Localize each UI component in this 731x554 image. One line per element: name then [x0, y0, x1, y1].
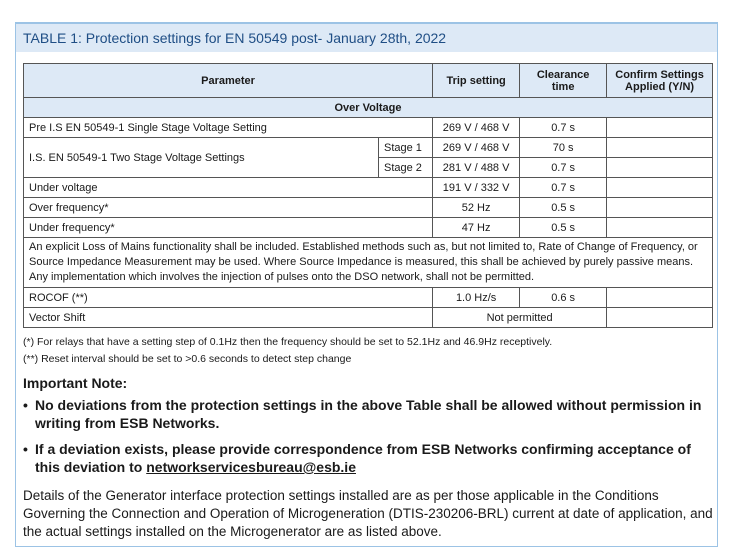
cell — [606, 137, 713, 158]
cell: 0.7 s — [519, 117, 608, 138]
cell: 0.5 s — [519, 217, 608, 238]
document: TABLE 1: Protection settings for EN 5054… — [15, 22, 718, 547]
column-header: Confirm Settings Applied (Y/N) — [606, 63, 713, 98]
cell: 0.7 s — [519, 177, 608, 198]
cell: 1.0 Hz/s — [432, 287, 521, 308]
cell — [606, 307, 713, 328]
cell: I.S. EN 50549-1 Two Stage Voltage Settin… — [23, 137, 379, 178]
cell: 52 Hz — [432, 197, 521, 218]
column-header: Clearance time — [519, 63, 608, 98]
footnote: (*) For relays that have a setting step … — [23, 336, 553, 348]
cell — [606, 217, 713, 238]
cell — [606, 117, 713, 138]
bullet-text: No deviations from the protection settin… — [35, 397, 702, 431]
paragraph: Details of the Generator interface prote… — [23, 488, 713, 539]
cell: Pre I.S EN 50549-1 Single Stage Voltage … — [22, 117, 434, 138]
cell: 0.5 s — [519, 197, 608, 218]
note-heading: Important Note: — [23, 375, 128, 391]
cell: Vector Shift — [22, 307, 434, 328]
note-bullet: If a deviation exists, please provide co… — [23, 440, 710, 476]
cell — [606, 287, 713, 308]
cell — [606, 197, 713, 218]
cell: 70 s — [519, 137, 608, 158]
table-title: TABLE 1: Protection settings for EN 5054… — [16, 22, 717, 52]
cell: 0.6 s — [519, 287, 608, 308]
cell: An explicit Loss of Mains functionality … — [23, 237, 713, 288]
cell — [606, 157, 713, 178]
cell: 191 V / 332 V — [432, 177, 521, 198]
cell: Stage 2 — [377, 157, 434, 178]
cell: Not permitted — [432, 307, 608, 328]
footnote: (**) Reset interval should be set to >0.… — [23, 353, 352, 365]
column-header: Trip setting — [432, 63, 521, 98]
cell: ROCOF (**) — [22, 287, 434, 308]
note-list: No deviations from the protection settin… — [23, 396, 710, 484]
email-link[interactable]: networkservicesbureau@esb.ie — [146, 459, 356, 475]
cell: Under voltage — [22, 177, 434, 198]
cell — [606, 177, 713, 198]
cell: 269 V / 468 V — [432, 137, 521, 158]
cell: 0.7 s — [519, 157, 608, 178]
section-row: Over Voltage — [23, 97, 713, 118]
bullet-text: If a deviation exists, please provide co… — [35, 441, 691, 475]
cell: 281 V / 488 V — [432, 157, 521, 178]
cell: Under frequency* — [22, 217, 434, 238]
cell: Stage 1 — [377, 137, 434, 158]
cell: Over frequency* — [22, 197, 434, 218]
cell: 269 V / 468 V — [432, 117, 521, 138]
cell: 47 Hz — [432, 217, 521, 238]
settings-table: Parameter Trip setting Clearance time Co… — [22, 63, 713, 328]
note-bullet: No deviations from the protection settin… — [23, 396, 710, 432]
column-header: Parameter — [22, 63, 434, 98]
